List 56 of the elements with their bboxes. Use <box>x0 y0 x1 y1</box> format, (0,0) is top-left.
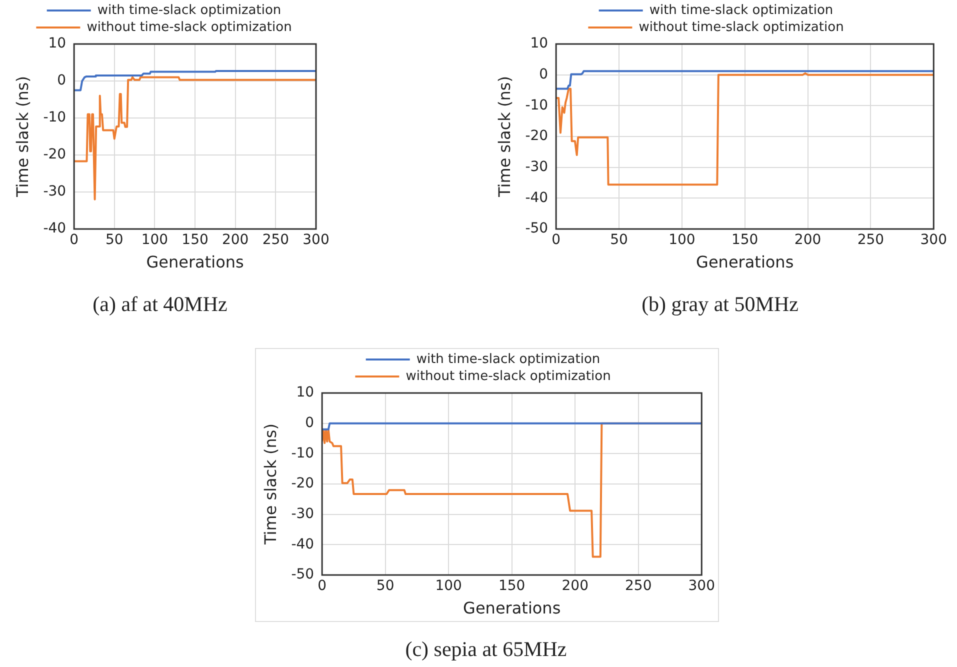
y-tick-label: 10 <box>296 384 314 401</box>
x-tick-label: 150 <box>182 232 208 248</box>
y-tick-label: 0 <box>57 72 66 89</box>
x-tick-label: 300 <box>688 578 716 594</box>
x-tick-label: 50 <box>376 578 394 594</box>
x-tick-label: 250 <box>625 578 652 594</box>
text: (a) af at 40MHz <box>92 292 228 317</box>
x-tick-label: 200 <box>222 232 249 248</box>
legend-label: without time-slack optimization <box>638 20 844 35</box>
x-tick-label: 0 <box>318 578 327 594</box>
y-tick-label: -50 <box>525 220 548 237</box>
y-tick-label: -20 <box>43 146 66 163</box>
x-axis-title: Generations <box>463 598 561 618</box>
x-tick-label: 0 <box>70 232 79 248</box>
y-tick-label: 0 <box>305 414 314 431</box>
x-tick-label: 250 <box>857 232 884 248</box>
x-tick-label: 0 <box>552 232 561 248</box>
x-axis-title: Generations <box>696 252 794 272</box>
y-tick-label: 10 <box>48 36 66 52</box>
y-tick-label: -10 <box>291 445 314 462</box>
x-tick-label: 100 <box>141 232 168 248</box>
y-tick-label: -50 <box>291 566 314 583</box>
y-tick-label: -30 <box>291 506 314 522</box>
text: (b) gray at 50MHz <box>640 292 800 317</box>
y-tick-label: -20 <box>291 476 314 492</box>
y-tick-label: -40 <box>525 190 548 206</box>
y-tick-label: -30 <box>525 158 548 175</box>
y-tick-label: -10 <box>43 110 66 126</box>
x-tick-label: 200 <box>562 578 588 594</box>
x-tick-label: 200 <box>794 232 822 248</box>
y-tick-label: -40 <box>291 536 314 552</box>
x-tick-label: 50 <box>105 232 124 248</box>
y-tick-label: 10 <box>530 36 548 52</box>
x-tick-label: 300 <box>302 232 330 248</box>
y-axis-title: Time slack (ns) <box>260 424 280 546</box>
x-tick-label: 100 <box>435 578 462 594</box>
x-tick-label: 150 <box>498 578 526 594</box>
x-tick-label: 150 <box>731 232 758 248</box>
y-tick-label: 0 <box>539 66 548 82</box>
legend-label: with time-slack optimization <box>649 2 834 18</box>
legend-label: with time-slack optimization <box>416 352 600 367</box>
y-tick-label: -20 <box>525 128 548 144</box>
y-tick-label: -40 <box>43 220 66 237</box>
x-axis-title: Generations <box>146 252 244 272</box>
y-axis-title: Time slack (ns) <box>12 76 32 198</box>
x-tick-label: 100 <box>668 232 696 248</box>
legend-label: without time-slack optimization <box>86 20 292 35</box>
x-tick-label: 300 <box>920 232 948 248</box>
legend-label: without time-slack optimization <box>406 368 611 384</box>
y-axis-title: Time slack (ns) <box>494 76 514 198</box>
y-tick-label: -10 <box>525 97 548 114</box>
text: (c) sepia at 65MHz <box>404 637 568 662</box>
legend-label: with time-slack optimization <box>97 2 282 18</box>
y-tick-label: -30 <box>43 184 66 200</box>
x-tick-label: 50 <box>610 232 628 248</box>
x-tick-label: 250 <box>262 232 290 248</box>
